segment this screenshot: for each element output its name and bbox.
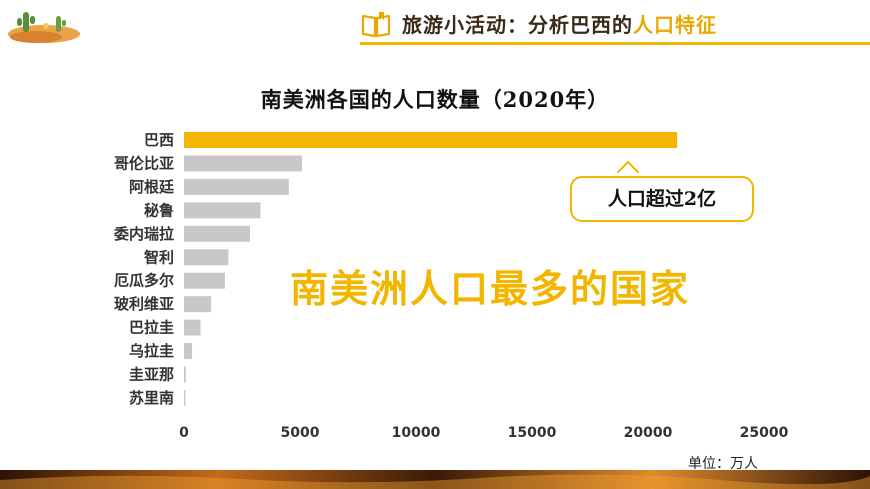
category-label: 委内瑞拉 xyxy=(114,225,174,243)
bar xyxy=(184,366,186,383)
bar xyxy=(184,178,289,195)
open-book-icon xyxy=(361,12,391,38)
unit-label: 单位：万人 xyxy=(688,456,758,472)
category-label: 厄瓜多尔 xyxy=(114,272,174,290)
category-label: 巴西 xyxy=(144,131,174,149)
x-tick-label: 10000 xyxy=(392,425,441,441)
bar xyxy=(184,202,261,219)
bar xyxy=(184,343,193,360)
category-label: 阿根廷 xyxy=(129,178,175,196)
category-label: 乌拉圭 xyxy=(129,342,174,360)
bar xyxy=(184,389,186,406)
desert-cactus-logo xyxy=(8,12,80,43)
category-label: 巴拉圭 xyxy=(129,319,174,337)
desert-footer-decoration xyxy=(0,470,870,489)
header-underline xyxy=(360,42,870,45)
bar xyxy=(184,132,678,148)
bar xyxy=(184,249,229,266)
x-tick-label: 0 xyxy=(179,425,189,441)
x-tick-label: 25000 xyxy=(740,425,789,441)
bar xyxy=(184,272,225,289)
x-tick-label: 5000 xyxy=(281,425,320,441)
page-title: 旅游小活动：分析巴西的人口特征 xyxy=(402,13,717,37)
category-label: 玻利维亚 xyxy=(114,295,174,313)
category-label: 秘鲁 xyxy=(144,201,174,219)
x-tick-label: 20000 xyxy=(624,425,673,441)
x-tick-label: 15000 xyxy=(508,425,557,441)
highlight-statement: 南美洲人口最多的国家 xyxy=(290,266,691,311)
category-label: 哥伦比亚 xyxy=(114,154,174,172)
category-label: 圭亚那 xyxy=(129,366,174,384)
category-label: 苏里南 xyxy=(129,389,174,407)
bar xyxy=(184,225,250,242)
category-label: 智利 xyxy=(144,248,174,266)
chart-title: 南美洲各国的人口数量（2020年） xyxy=(260,87,610,112)
bar xyxy=(184,296,212,313)
callout-bubble: 人口超过2亿 xyxy=(570,176,754,222)
bar xyxy=(184,319,201,336)
bar xyxy=(184,155,303,172)
